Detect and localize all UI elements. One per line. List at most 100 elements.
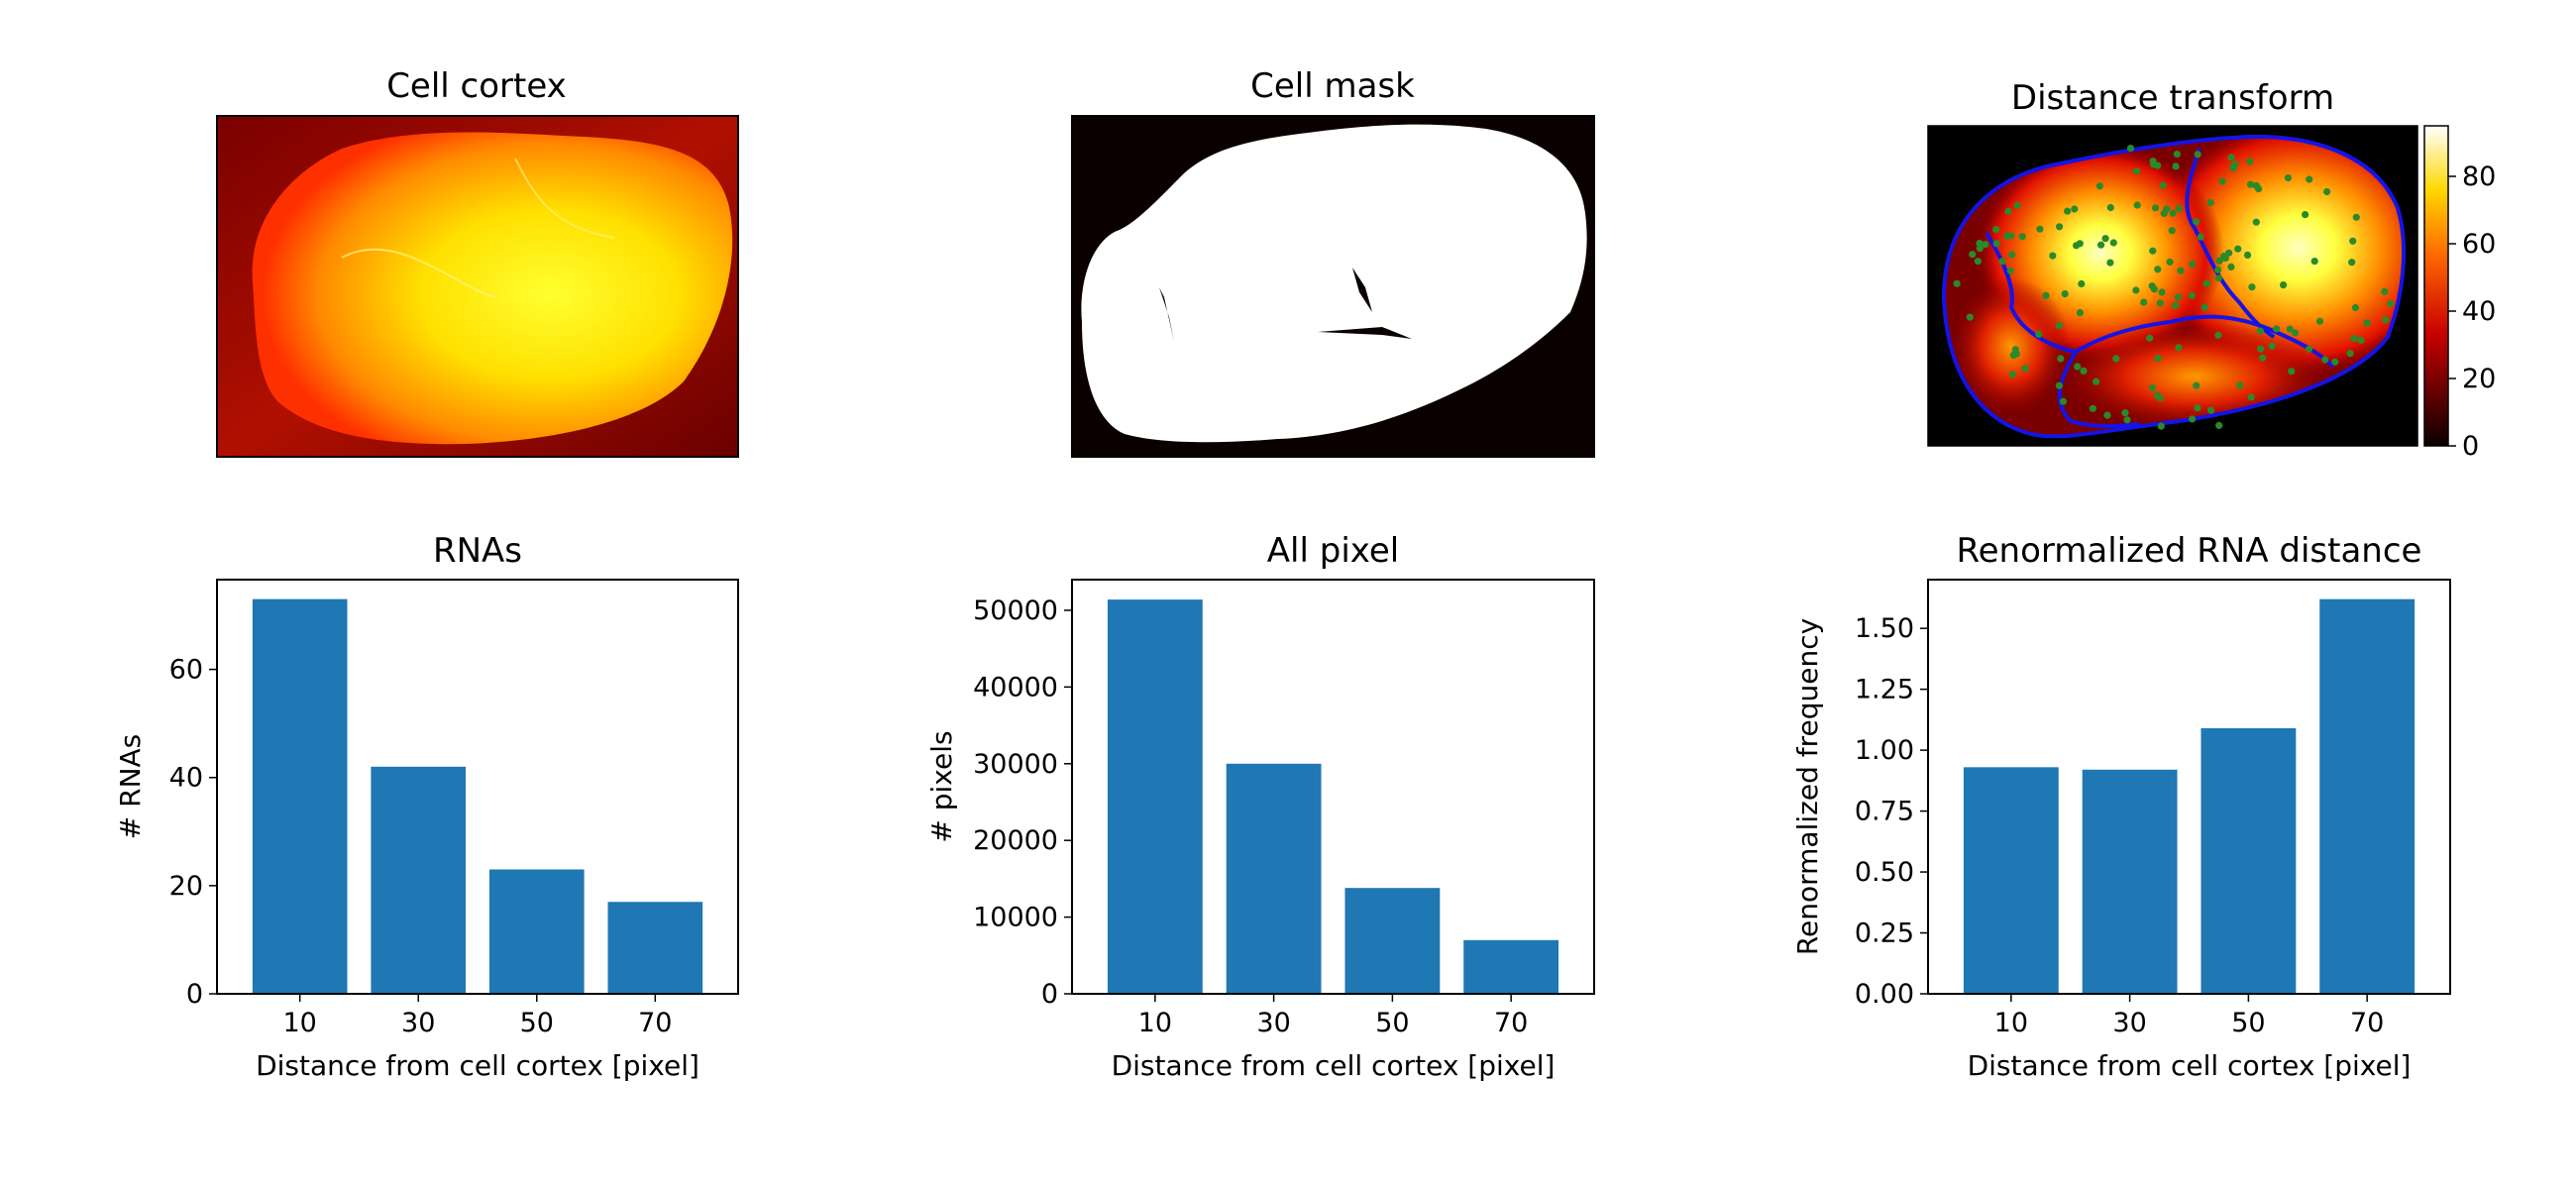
rna-point <box>2280 281 2287 288</box>
y-tick-label: 1.25 <box>1855 675 1914 705</box>
rna-point <box>2352 304 2359 311</box>
rna-point <box>2049 253 2056 260</box>
y-tick-label: 20 <box>169 871 203 902</box>
x-tick-label: 50 <box>1375 1008 1409 1038</box>
rna-point <box>2236 381 2243 388</box>
y-tick-label: 0.00 <box>1855 979 1914 1010</box>
rna-point <box>2077 240 2084 247</box>
rna-point <box>2288 368 2295 375</box>
rna-point <box>2323 188 2330 195</box>
rna-point <box>2158 288 2165 295</box>
rna-point <box>2074 363 2081 370</box>
rna-point <box>2149 248 2156 255</box>
rna-point <box>2257 328 2264 335</box>
rna-point <box>2150 161 2157 167</box>
rna-point <box>2350 335 2357 342</box>
rna-point <box>2246 158 2253 164</box>
all-pixel-bar-chart: All pixel10 30 50 7001000020000300004000050… <box>925 531 1594 1082</box>
y-tick-label: 0.75 <box>1855 797 1914 827</box>
rna-point <box>2195 151 2201 158</box>
chart-title: Renormalized RNA distance <box>1957 531 2422 571</box>
y-tick-label: 40000 <box>973 672 1058 703</box>
rna-point <box>1992 226 1999 233</box>
rna-point <box>2009 371 2016 378</box>
bar-50 <box>2200 728 2296 994</box>
bar-70 <box>1463 940 1558 994</box>
colorbar-tick-label: 80 <box>2462 162 2496 192</box>
rna-point <box>2214 332 2221 339</box>
rna-point <box>2064 208 2071 215</box>
rna-point <box>2175 293 2182 300</box>
rna-point <box>1975 258 1982 265</box>
rna-point <box>2056 223 2063 230</box>
rna-point <box>2003 233 2010 240</box>
rna-point <box>2215 422 2222 429</box>
bar-30 <box>1227 764 1322 994</box>
rna-point <box>2157 299 2164 306</box>
rna-point <box>2194 404 2200 411</box>
x-tick-label: 10 <box>283 1008 317 1038</box>
rna-point <box>2103 412 2110 419</box>
bar-50 <box>1344 888 1440 994</box>
rna-point <box>2110 239 2117 246</box>
bar-70 <box>608 902 703 994</box>
cell-mask-panel: Cell mask <box>1072 66 1594 457</box>
chart-title: All pixel <box>1267 531 1399 571</box>
rna-point <box>2167 259 2174 266</box>
renormalized-rna-distance-bar-chart: Renormalized RNA distance10 30 50 700.000.2… <box>1791 531 2450 1082</box>
colorbar <box>2424 126 2448 446</box>
bar-10 <box>1108 599 1203 994</box>
rna-point <box>2012 346 2019 353</box>
rna-point <box>2146 335 2153 342</box>
rna-point <box>2154 392 2161 399</box>
rna-point <box>2248 393 2255 400</box>
rna-point <box>2173 162 2180 169</box>
bar-30 <box>371 767 466 994</box>
rna-point <box>2177 268 2184 274</box>
rna-point <box>2133 167 2140 174</box>
x-tick-label: 50 <box>2231 1008 2265 1038</box>
rna-point <box>2160 181 2167 188</box>
rna-point <box>2287 326 2294 333</box>
rna-point <box>2132 286 2139 293</box>
rna-point <box>2382 316 2389 323</box>
rna-point <box>2172 302 2179 309</box>
rna-point <box>2229 164 2236 171</box>
cell-cortex-cell-image <box>253 132 733 444</box>
rna-point <box>2176 205 2183 212</box>
rna-point <box>2096 182 2103 189</box>
rna-point <box>2273 325 2280 332</box>
rna-point <box>2158 423 2165 430</box>
rna-point <box>2364 319 2371 326</box>
rna-point <box>1967 314 1974 321</box>
rna-point <box>2302 211 2308 218</box>
x-tick-label: 70 <box>638 1008 672 1038</box>
rna-point <box>2193 218 2200 225</box>
distance-transform-panel: Distance transform 020406080 <box>1928 78 2496 462</box>
rna-point <box>2112 355 2119 362</box>
y-tick-label: 30000 <box>973 749 1058 780</box>
rna-point <box>1954 280 1961 287</box>
rna-point <box>2056 322 2063 329</box>
rna-point <box>2381 288 2388 295</box>
rna-point <box>2227 154 2234 161</box>
rna-point <box>2127 145 2134 152</box>
rna-point <box>2203 280 2210 287</box>
rna-point <box>2189 261 2196 268</box>
rna-point <box>2057 355 2064 362</box>
rna-point <box>2347 350 2354 357</box>
rna-point <box>2062 290 2069 297</box>
rna-point <box>1976 240 1983 247</box>
rna-point <box>2189 292 2196 299</box>
rna-point <box>2234 246 2241 253</box>
x-tick-label: 30 <box>401 1008 435 1038</box>
rna-point <box>2077 309 2084 316</box>
rna-point <box>2215 274 2222 281</box>
rna-point <box>2090 405 2096 412</box>
rna-point <box>2269 343 2276 350</box>
rna-point <box>2154 266 2161 272</box>
rna-point <box>2043 292 2050 299</box>
rna-point <box>2019 233 2026 240</box>
y-tick-label: 0 <box>1041 979 1058 1010</box>
